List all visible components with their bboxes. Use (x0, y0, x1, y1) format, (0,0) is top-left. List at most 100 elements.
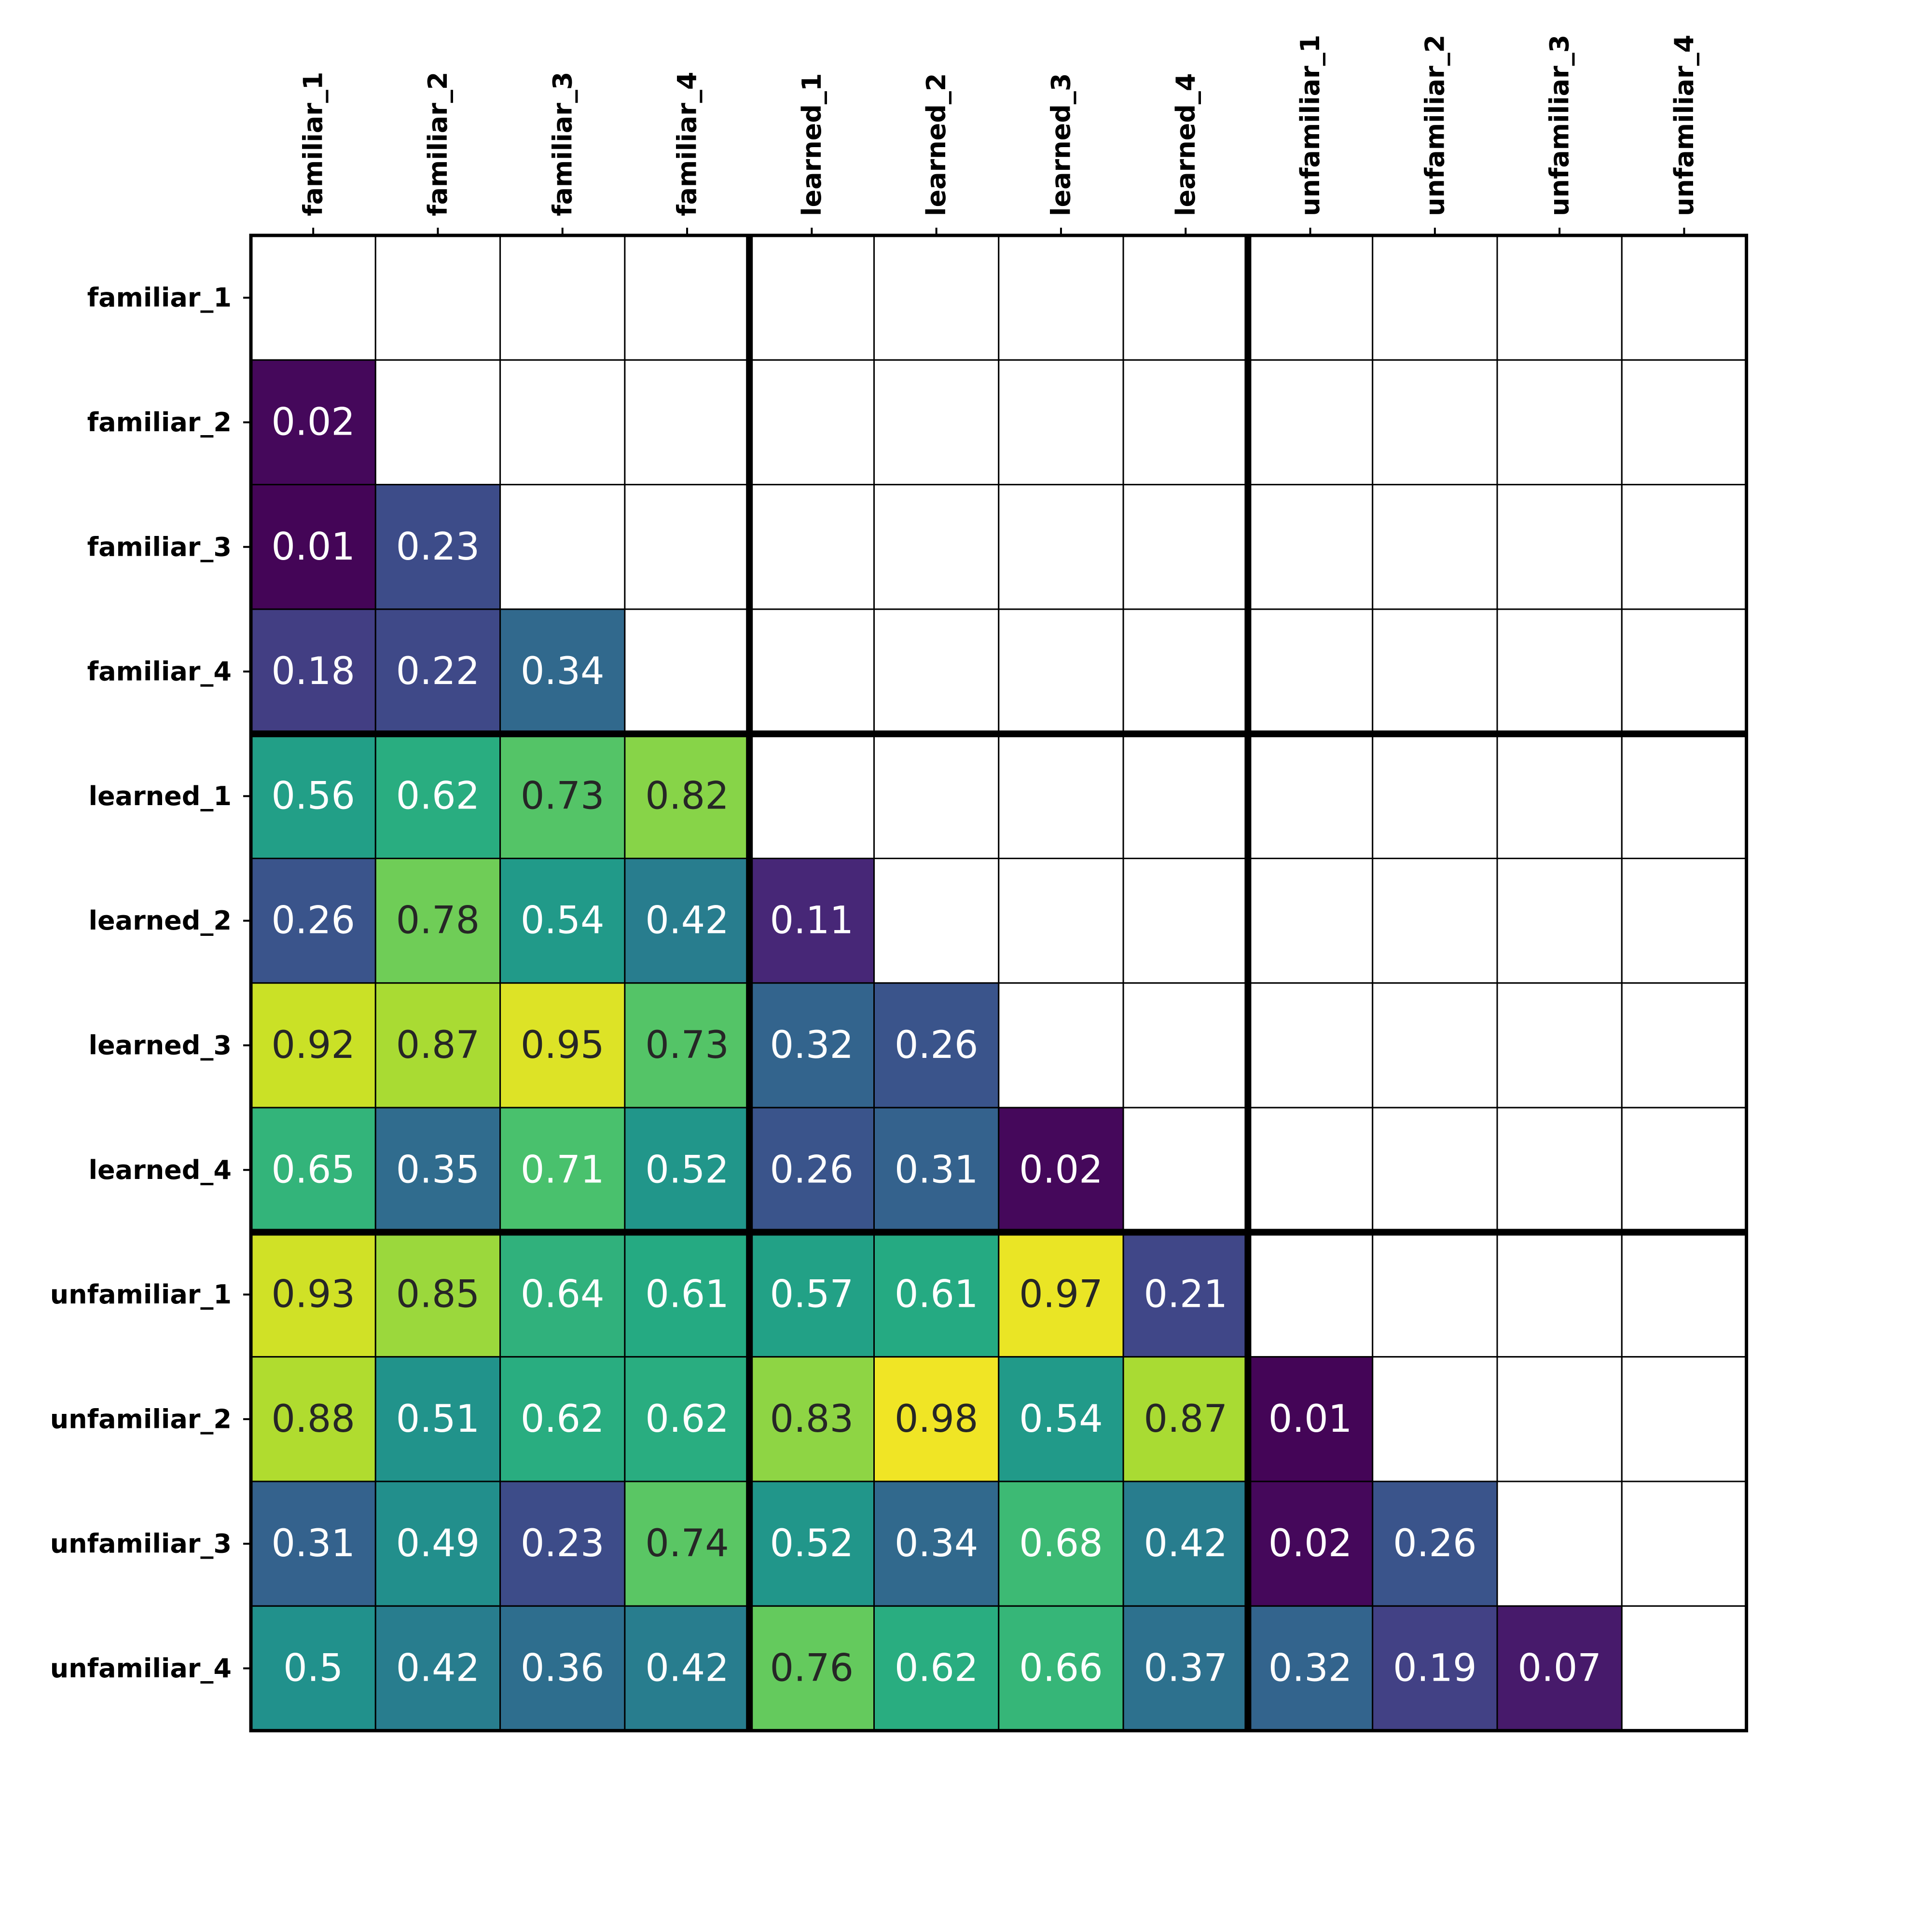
cell-value-label: 0.78 (396, 899, 480, 943)
heatmap-cell (1496, 1480, 1623, 1607)
heatmap-cell (1372, 234, 1498, 361)
heatmap-cell (748, 1480, 875, 1607)
cell-value-label: 0.32 (770, 1024, 854, 1067)
heatmap-cell (1496, 234, 1623, 361)
x-tick-label: learned_3 (1046, 73, 1076, 217)
y-axis-ticks: familiar_1 familiar_2 familiar_3 familiar_4… (50, 283, 251, 1684)
cell-value-label: 0.54 (1019, 1398, 1103, 1441)
heatmap-cell (1621, 234, 1748, 361)
y-tick-label: unfamiliar_3 (50, 1529, 232, 1559)
heatmap-cell (998, 484, 1124, 610)
cell-value-label: 0.92 (271, 1024, 355, 1067)
cell-value-label: 0.87 (1144, 1398, 1227, 1441)
heatmap-cell (873, 608, 1000, 735)
heatmap-cell (624, 484, 750, 610)
heatmap-cell (374, 359, 501, 486)
cell-value-label: 0.42 (1144, 1522, 1227, 1565)
heatmap-cell (998, 1356, 1124, 1482)
heatmap-cell (374, 608, 501, 735)
cell-value-label: 0.62 (521, 1398, 605, 1441)
heatmap-cell (499, 1480, 626, 1607)
heatmap-cell (374, 858, 501, 984)
cell-value-label: 0.31 (271, 1522, 355, 1565)
cell-value-label: 0.21 (1144, 1273, 1227, 1316)
heatmap-cell (250, 1107, 376, 1233)
heatmap-cell (374, 982, 501, 1109)
group-separators (251, 235, 1747, 1731)
y-tick-label: familiar_2 (87, 407, 232, 438)
heatmap-cell (1372, 982, 1498, 1109)
heatmap-cell (1247, 1480, 1374, 1607)
heatmap-cell (499, 608, 626, 735)
heatmap-cell (250, 1231, 376, 1358)
heatmap-cell (374, 1107, 501, 1233)
heatmap-cell (499, 234, 626, 361)
heatmap-cell (1621, 1107, 1748, 1233)
cell-value-label: 0.42 (645, 899, 729, 943)
heatmap-cell (998, 234, 1124, 361)
grid-layer (249, 233, 1749, 1733)
cell-value-label: 0.42 (396, 1646, 480, 1690)
heatmap-cell (748, 733, 875, 859)
heatmap-cell (1496, 1231, 1623, 1358)
cell-value-label: 0.56 (271, 774, 355, 818)
heatmap-cell (873, 982, 1000, 1109)
heatmap-cell (748, 982, 875, 1109)
cell-value-label: 0.66 (1019, 1646, 1103, 1690)
heatmap-cell (748, 608, 875, 735)
heatmap-cell (499, 1356, 626, 1482)
heatmap-cell (374, 1480, 501, 1607)
heatmap-cell (1372, 359, 1498, 486)
heatmap-cell (1496, 1107, 1623, 1233)
heatmap-cell (250, 608, 376, 735)
heatmap-cell (1247, 1605, 1374, 1732)
heatmap-cell (1496, 733, 1623, 859)
cell-value-label: 0.52 (645, 1148, 729, 1192)
heatmap-cell (998, 858, 1124, 984)
cell-value-label: 0.35 (396, 1148, 480, 1192)
heatmap-cell (374, 234, 501, 361)
heatmap-cell (250, 234, 376, 361)
heatmap-cell (1621, 733, 1748, 859)
heatmap-cell (1122, 359, 1249, 486)
heatmap-cell (1621, 858, 1748, 984)
heatmap-cell (250, 1356, 376, 1482)
cell-value-label: 0.95 (521, 1024, 605, 1067)
heatmap-cell (1247, 982, 1374, 1109)
cell-value-label: 0.37 (1144, 1646, 1227, 1690)
heatmap-cell (250, 1605, 376, 1732)
heatmap-cell (1247, 359, 1374, 486)
heatmap-cell (1496, 1605, 1623, 1732)
heatmap-cell (1372, 608, 1498, 735)
cell-value-label: 0.5 (283, 1646, 343, 1690)
cell-value-label: 0.31 (895, 1148, 979, 1192)
cell-value-label: 0.82 (645, 774, 729, 818)
y-tick-label: unfamiliar_4 (50, 1653, 232, 1684)
y-tick-label: learned_4 (89, 1155, 232, 1185)
x-tick-label: familiar_3 (547, 72, 578, 216)
cell-value-label: 0.62 (645, 1398, 729, 1441)
heatmap-cell (998, 1231, 1124, 1358)
heatmap-cell (374, 484, 501, 610)
heatmap-cell (1372, 733, 1498, 859)
heatmap-cell (499, 858, 626, 984)
x-tick-label: unfamiliar_4 (1669, 35, 1699, 216)
x-tick-label: familiar_1 (298, 72, 329, 216)
heatmap-cell (624, 234, 750, 361)
heatmap-cell (1372, 1480, 1498, 1607)
heatmap-cell (1496, 858, 1623, 984)
x-tick-label: familiar_2 (423, 72, 453, 216)
heatmap-frame (249, 233, 1749, 1733)
cell-value-label: 0.73 (521, 774, 605, 818)
heatmap-cell (1247, 608, 1374, 735)
heatmap-cell (499, 982, 626, 1109)
x-tick-label: unfamiliar_3 (1544, 35, 1575, 216)
cell-value-label: 0.34 (521, 650, 605, 693)
heatmap-cell (998, 982, 1124, 1109)
heatmap-cell (624, 733, 750, 859)
heatmap-cell (1496, 982, 1623, 1109)
heatmap-cell (374, 1605, 501, 1732)
cell-value-label: 0.98 (895, 1398, 979, 1441)
y-tick-label: familiar_4 (87, 657, 232, 687)
